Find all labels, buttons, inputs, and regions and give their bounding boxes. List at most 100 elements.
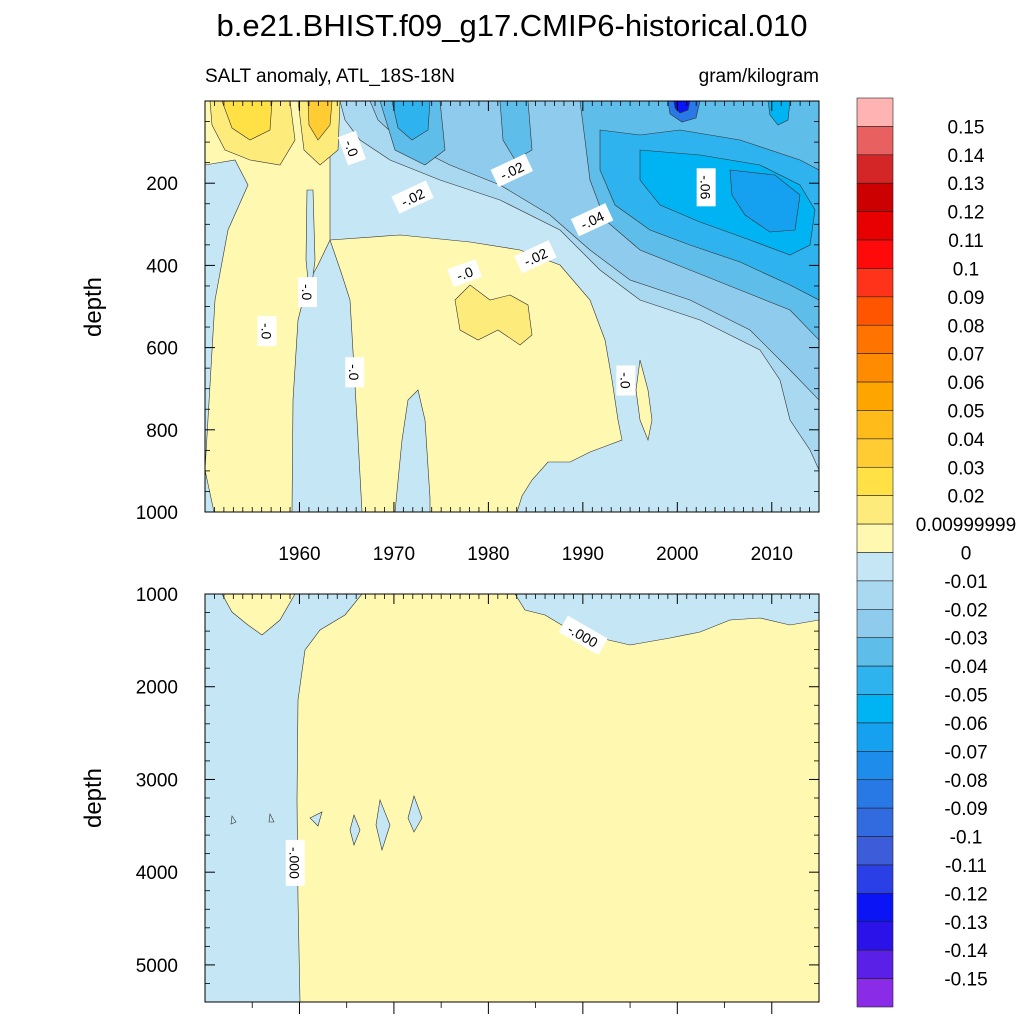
lower-patch-5 <box>230 815 237 825</box>
colorbar-label: -0.11 <box>945 856 987 877</box>
positive-region-central <box>329 234 623 512</box>
upper-contour-label: -.0 <box>337 130 366 166</box>
upper-contour-label-bg <box>345 357 365 388</box>
colorbar-swatch <box>856 552 894 582</box>
colorbar-label: 0.05 <box>948 401 985 422</box>
upper-contour-label: -.0 <box>298 277 318 308</box>
colorbar-swatch <box>856 211 894 241</box>
lower-panel-contour: -.000-.000 <box>205 594 819 1002</box>
colorbar-swatch <box>856 637 894 667</box>
upper-contour-label-text: -.0 <box>454 263 475 284</box>
upper-y-tick-label: 600 <box>146 339 178 360</box>
colorbar-label: -0.04 <box>944 657 988 678</box>
positive-core-left-2 <box>221 101 273 141</box>
negative-core-1998-inner <box>673 101 691 114</box>
lower-y-tick-label: 4000 <box>136 863 178 884</box>
lower-patch-1 <box>309 811 323 827</box>
figure-title: b.e21.BHIST.f09_g17.CMIP6-historical.010 <box>216 8 807 43</box>
units-label: gram/kilogram <box>699 66 819 87</box>
upper-contour-label-bg <box>514 240 557 274</box>
colorbar-label: -0.09 <box>944 799 987 820</box>
colorbar-swatch <box>856 410 894 440</box>
upper-contour-label-bg <box>490 153 534 188</box>
colorbar-swatch <box>856 864 894 894</box>
upper-contour-label-bg <box>337 130 366 166</box>
upper-contour-label-bg <box>570 203 614 237</box>
colorbar-label: -0.1 <box>950 828 983 849</box>
lower-y-tick-label: 1000 <box>136 585 178 606</box>
upper-x-tick-label: 1970 <box>373 544 415 565</box>
upper-contour-labels: -.0-.02-.02-.04-.02-.06-.0-.0-.0-.0-.0 <box>257 130 716 396</box>
upper-contour-label: -.0 <box>345 357 365 388</box>
colorbar-label: 0.07 <box>948 345 985 366</box>
colorbar-label: 0.00999999 <box>916 515 1016 536</box>
upper-panel-contour: -.0-.02-.02-.04-.02-.06-.0-.0-.0-.0-.0 <box>205 101 819 512</box>
upper-contour-label-text: -.0 <box>346 364 362 381</box>
colorbar-label: 0.04 <box>948 430 985 451</box>
colorbar-label: -0.08 <box>944 771 987 792</box>
colorbar-swatch <box>856 694 894 724</box>
upper-contour-label-text: -.0 <box>258 323 274 340</box>
colorbar-label: -0.13 <box>944 913 987 934</box>
lower-patch-6 <box>268 812 275 823</box>
upper-x-tick-label: 1960 <box>278 544 320 565</box>
lower-patch-3 <box>375 798 391 852</box>
upper-axes: 1960 1970 1980 1990 2000 2010 200 400 600 800 1000 <box>136 101 819 565</box>
colorbar-swatch <box>856 126 894 156</box>
colorbar-label: -0.15 <box>944 970 987 991</box>
upper-contour-label-text: -.0 <box>617 372 633 389</box>
colorbar-label: 0.13 <box>948 174 985 195</box>
variable-label: SALT anomaly, ATL_18S-18N <box>205 66 455 87</box>
colorbar-label: -0.06 <box>944 714 987 735</box>
colorbar-swatch <box>856 466 894 496</box>
negative-core-1975-inner <box>391 101 431 141</box>
lower-y-tick-label: 2000 <box>136 678 178 699</box>
upper-contour-label-bg <box>447 259 482 288</box>
colorbar-label: 0.09 <box>948 288 985 309</box>
upper-contour-label-bg <box>391 180 434 214</box>
upper-y-axis-label: depth <box>80 277 107 337</box>
upper-contour-label-bg <box>257 316 277 347</box>
upper-contour-label: -.0 <box>257 316 277 347</box>
lower-y-tick-label: 5000 <box>136 956 178 977</box>
colorbar-swatch <box>856 97 894 127</box>
colorbar-label: -0.02 <box>944 600 987 621</box>
upper-contour-label-bg <box>616 365 636 396</box>
upper-y-tick-label: 200 <box>146 174 178 195</box>
colorbar-swatch <box>856 239 894 269</box>
colorbar-label: 0.11 <box>948 231 984 252</box>
colorbar-label: 0.08 <box>948 316 985 337</box>
colorbar-label: -0.14 <box>944 941 988 962</box>
colorbar: 0.15 0.14 0.13 0.12 0.11 0.1 0.09 0.08 0.07 0.06 0… <box>856 97 1016 1008</box>
upper-contour-label: -.0 <box>447 259 482 288</box>
colorbar-swatch <box>856 381 894 411</box>
upper-x-tick-label: 2010 <box>751 544 793 565</box>
colorbar-swatch <box>856 182 894 212</box>
lower-negative-left <box>205 594 363 1002</box>
positive-core-1966-inner <box>307 101 333 141</box>
colorbar-swatch <box>856 580 894 610</box>
colorbar-swatch <box>856 353 894 383</box>
upper-contour-label-text: -.0 <box>341 138 362 159</box>
colorbar-label: 0.12 <box>948 203 985 224</box>
upper-y-tick-label: 1000 <box>136 503 178 524</box>
upper-contour-label-bg <box>298 277 318 308</box>
colorbar-swatch <box>856 722 894 752</box>
colorbar-label: -0.01 <box>944 572 987 593</box>
colorbar-swatch <box>856 836 894 866</box>
colorbar-swatch <box>856 523 894 553</box>
colorbar-swatch <box>856 807 894 837</box>
upper-contour-label: -.06 <box>696 168 716 207</box>
negative-core-2005 <box>729 169 801 233</box>
colorbar-swatch <box>856 978 894 1008</box>
lower-axes: 1000 2000 3000 4000 5000 <box>136 585 819 1014</box>
negative-core-2010 <box>767 101 791 126</box>
colorbar-swatch <box>856 268 894 298</box>
colorbar-swatch <box>856 921 894 951</box>
colorbar-swatch <box>856 495 894 525</box>
lower-background-field <box>205 594 819 1002</box>
upper-contour-label: -.0 <box>616 365 636 396</box>
colorbar-label: 0.02 <box>948 487 985 508</box>
colorbar-label: 0.14 <box>948 146 985 167</box>
colorbar-swatch <box>856 324 894 354</box>
